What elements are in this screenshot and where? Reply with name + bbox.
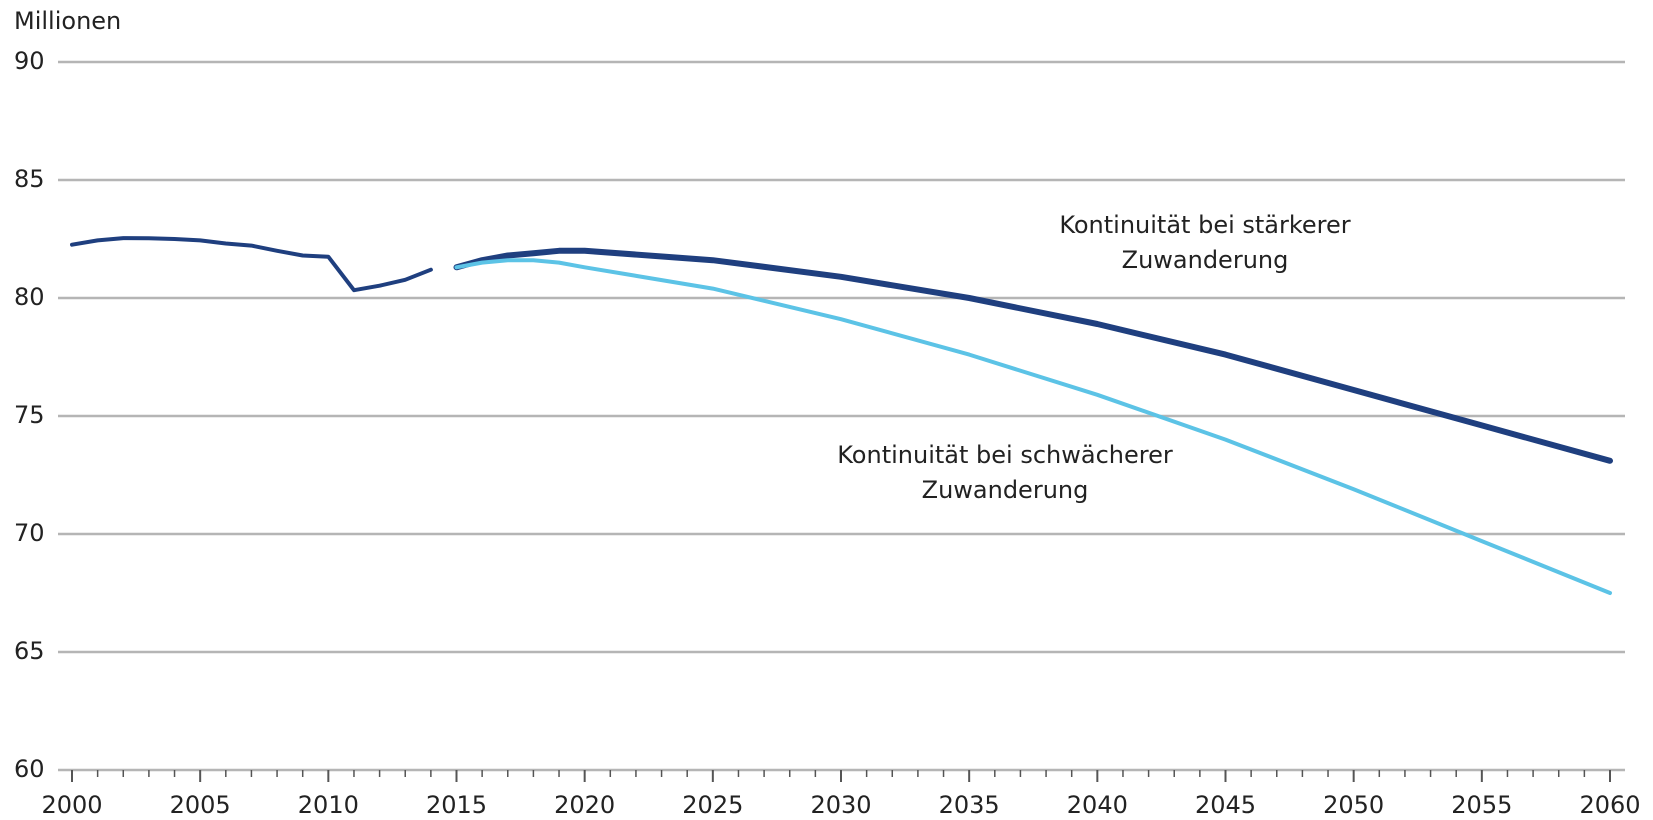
y-tick-label: 60	[14, 755, 45, 783]
x-tick-label: 2020	[554, 791, 615, 819]
x-tick-label: 2015	[426, 791, 487, 819]
x-tick-label: 2000	[41, 791, 102, 819]
y-tick-label: 85	[14, 165, 45, 193]
x-tick-label: 2025	[682, 791, 743, 819]
x-tick-label: 2035	[939, 791, 1000, 819]
x-tick-label: 2055	[1451, 791, 1512, 819]
x-tick-label: 2045	[1195, 791, 1256, 819]
x-tick-label: 2030	[810, 791, 871, 819]
x-tick-label: 2010	[298, 791, 359, 819]
series-line	[70, 236, 433, 293]
y-tick-label: 80	[14, 283, 45, 311]
series-line	[454, 258, 1612, 595]
x-tick-label: 2060	[1579, 791, 1640, 819]
y-tick-label: 75	[14, 401, 45, 429]
series-line	[453, 247, 1613, 464]
series-label: Kontinuität bei stärkerer	[1059, 211, 1350, 239]
y-axis-label: Millionen	[14, 7, 121, 35]
x-tick-label: 2005	[170, 791, 231, 819]
series-label: Zuwanderung	[922, 476, 1089, 504]
series-label: Zuwanderung	[1122, 246, 1289, 274]
y-tick-label: 90	[14, 47, 45, 75]
x-tick-label: 2050	[1323, 791, 1384, 819]
x-tick-label: 2040	[1067, 791, 1128, 819]
y-tick-label: 65	[14, 637, 45, 665]
y-tick-label: 70	[14, 519, 45, 547]
series-label: Kontinuität bei schwächerer	[837, 441, 1173, 469]
